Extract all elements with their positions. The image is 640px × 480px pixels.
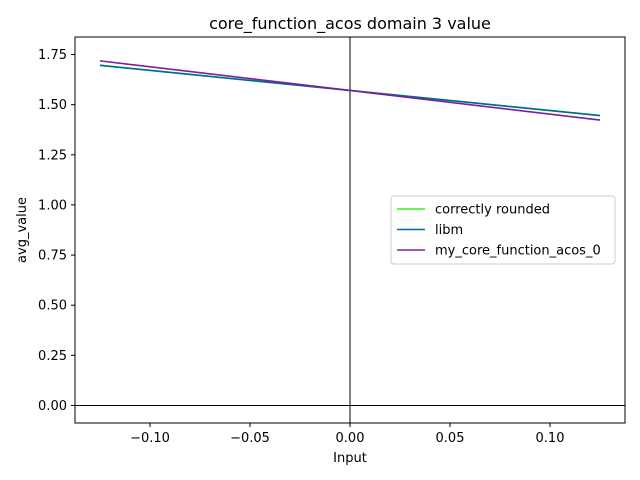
x-tick-label: 0.10: [536, 431, 565, 446]
legend: correctly rounded libm my_core_function_ac…: [390, 195, 616, 265]
y-axis-title: avg_value: [15, 197, 30, 263]
x-axis-title: Input: [333, 451, 367, 466]
plot-area: −0.10 −0.05 0.00 0.05 0.10 0.00 0.25 0.50 0.75 1.…: [38, 36, 626, 446]
x-tick-label: −0.10: [130, 431, 170, 446]
y-tick-label: 0.00: [38, 399, 67, 414]
y-tick-label: 0.25: [38, 349, 67, 364]
x-tick-label: 0.00: [336, 431, 365, 446]
y-tick-label: 1.75: [38, 48, 67, 63]
legend-label-0: correctly rounded: [435, 203, 550, 218]
x-tick-label: 0.05: [436, 431, 465, 446]
legend-label-2: my_core_function_acos_0: [435, 244, 601, 259]
y-tick-label: 1.50: [38, 98, 67, 113]
series-line-2: [99, 60, 601, 121]
legend-box: [390, 195, 616, 265]
chart-title: core_function_acos domain 3 value: [209, 14, 491, 34]
y-tick-label: 1.25: [38, 148, 67, 163]
y-tick-label: 1.00: [38, 198, 67, 213]
x-tick-label: −0.05: [230, 431, 270, 446]
y-tick-label: 0.75: [38, 249, 67, 264]
y-tick-label: 0.50: [38, 299, 67, 314]
legend-label-1: libm: [435, 223, 463, 238]
